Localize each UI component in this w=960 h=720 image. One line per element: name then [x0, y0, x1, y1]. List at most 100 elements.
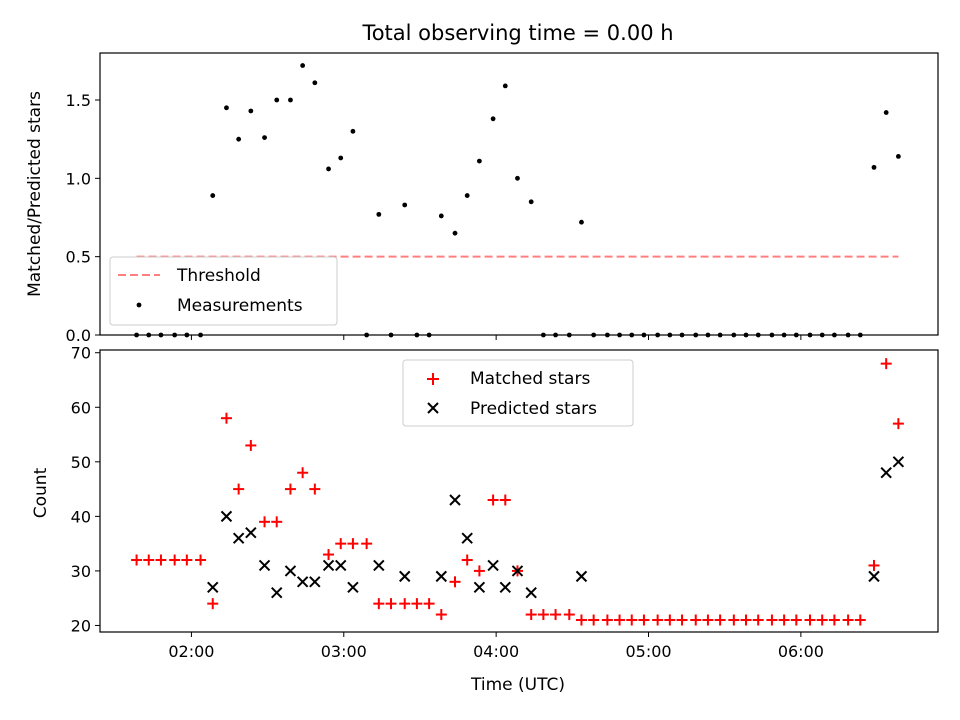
measurement-point: [300, 63, 306, 68]
measurement-point: [262, 135, 267, 141]
predicted-star-marker-b: [347, 581, 359, 593]
predicted-star-marker-b: [373, 559, 385, 572]
predicted-star-marker-b: [245, 527, 257, 539]
predicted-star-marker-b: [284, 565, 297, 577]
matched-star-point: [638, 614, 650, 626]
matched-star-point: [423, 598, 435, 610]
predicted-star-marker-b: [525, 587, 537, 599]
predicted-star-point: [271, 587, 283, 599]
measurement-point: [438, 213, 444, 219]
predicted-star-marker-b: [232, 532, 245, 544]
bottom-x-tick-label: 02:00: [168, 642, 214, 661]
predicted-stars-series: [207, 456, 905, 599]
predicted-star-marker-b: [461, 532, 473, 544]
matched-star-point: [854, 614, 866, 626]
predicted-star-point: [220, 510, 233, 523]
measurement-point: [476, 158, 482, 164]
predicted-star-marker-b: [399, 570, 411, 583]
predicted-star-point: [575, 570, 588, 583]
matched-star-point: [473, 565, 485, 577]
matched-star-point: [245, 439, 257, 451]
matched-star-point: [335, 538, 347, 550]
predicted-star-marker-b: [309, 576, 321, 588]
predicted-star-marker-b: [271, 587, 283, 599]
matched-star-point: [525, 609, 537, 621]
predicted-star-marker-b: [220, 510, 233, 523]
predicted-star-marker-b: [511, 565, 524, 577]
top-y-tick-label: 0.5: [66, 248, 91, 267]
predicted-star-marker-b: [207, 581, 219, 593]
predicted-star-point: [296, 576, 309, 588]
matched-star-point: [233, 483, 245, 495]
measurement-point: [883, 110, 889, 115]
predicted-star-marker-b: [892, 456, 905, 468]
matched-star-point: [740, 614, 752, 626]
matched-star-point: [220, 412, 232, 424]
matched-star-point: [181, 554, 193, 566]
matched-star-point: [155, 554, 167, 566]
predicted-star-point: [399, 570, 411, 583]
bottom-x-tick-label: 06:00: [778, 642, 824, 661]
matched-star-point: [411, 598, 423, 610]
matched-star-point: [461, 554, 473, 566]
bottom-x-tick-label: 04:00: [473, 642, 519, 661]
matched-star-point: [702, 614, 714, 626]
matched-star-point: [550, 609, 562, 621]
predicted-star-point: [892, 456, 905, 468]
predicted-star-point: [473, 581, 486, 593]
measurements-legend-swatch: [136, 302, 142, 308]
measurement-point: [210, 193, 216, 198]
matched-star-point: [804, 614, 816, 626]
predicted-star-point: [347, 581, 359, 593]
predicted-star-point: [868, 570, 880, 583]
matched-star-point: [690, 614, 702, 626]
matched-star-point: [347, 538, 359, 550]
top-legend: Threshold Measurements: [109, 256, 338, 326]
matched-stars-legend-label: Matched stars: [470, 369, 590, 389]
predicted-star-marker-b: [449, 494, 461, 506]
threshold-legend-label: Threshold: [176, 266, 261, 286]
measurement-point: [502, 83, 508, 89]
matched-star-point: [537, 609, 549, 621]
measurement-point: [452, 230, 458, 236]
predicted-star-point: [335, 559, 347, 572]
bottom-panel: Count Time (UTC) 20 30 40 50 60 70 02:00 03:00 0…: [31, 344, 939, 695]
predicted-star-marker-b: [880, 467, 892, 479]
measurement-point: [895, 154, 901, 159]
bottom-y-axis-label: Count: [31, 467, 51, 518]
matched-star-point: [752, 614, 764, 626]
predicted-star-point: [487, 559, 499, 572]
matched-stars-legend-swatch: [427, 373, 439, 385]
predicted-star-point: [499, 581, 511, 593]
matched-star-point: [601, 614, 613, 626]
matched-star-point: [399, 598, 411, 610]
matched-star-point: [816, 614, 828, 626]
matched-star-point: [778, 614, 790, 626]
measurement-point: [338, 155, 344, 161]
predicted-star-marker-b: [335, 559, 347, 572]
matched-star-point: [868, 559, 880, 571]
measurement-point: [236, 136, 242, 142]
predicted-star-point: [511, 565, 524, 577]
predicted-star-point: [258, 559, 271, 572]
measurement-point: [326, 166, 331, 172]
matched-star-point: [828, 614, 840, 626]
top-axis-ticks: 0.0 0.5 1.0 1.5: [66, 91, 802, 345]
measurement-point: [528, 199, 534, 205]
measurement-point: [579, 219, 584, 225]
predicted-star-point: [284, 565, 297, 577]
top-plot-frame: [99, 52, 939, 336]
matched-star-point: [323, 549, 335, 561]
measurements-legend-label: Measurements: [177, 296, 303, 316]
matched-star-point: [892, 418, 904, 430]
bottom-y-tick-label: 30: [71, 562, 91, 581]
matched-star-point: [449, 576, 461, 588]
bottom-axis-ticks: 20 30 40 50 60 70 02:00 03:00 04:00 05:00 06:00: [71, 344, 824, 661]
predicted-star-marker-b: [575, 570, 588, 583]
bottom-x-axis-label: Time (UTC): [470, 675, 565, 695]
predicted-star-marker-b: [435, 570, 448, 583]
measurements-series: [134, 63, 901, 338]
measurement-point: [248, 108, 254, 114]
predicted-star-marker-b: [296, 576, 309, 588]
matched-star-point: [676, 614, 688, 626]
